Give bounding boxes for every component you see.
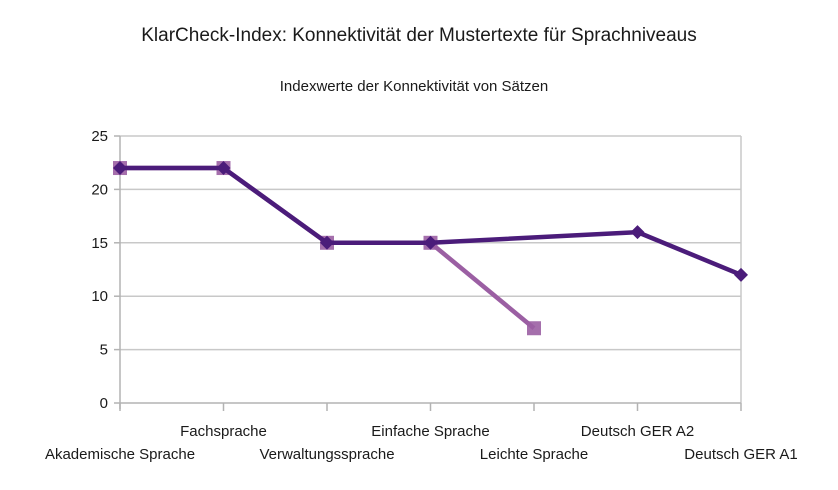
x-tick-label: Deutsch GER A1 — [684, 446, 797, 463]
chart-title: KlarCheck-Index: Konnektivität der Muste… — [141, 25, 697, 46]
axes — [114, 135, 742, 411]
data-point-square — [527, 321, 541, 336]
y-tick-label: 5 — [100, 342, 108, 359]
x-tick-label: Fachsprache — [180, 423, 267, 440]
data-point-diamond — [216, 161, 231, 176]
x-tick-label: Leichte Sprache — [480, 446, 588, 463]
chart-subtitle: Indexwerte der Konnektivität von Sätzen — [280, 78, 549, 95]
series — [113, 161, 748, 336]
x-tick-label: Akademische Sprache — [45, 446, 195, 463]
data-point-diamond — [734, 267, 748, 282]
series-1 — [113, 161, 748, 282]
x-tick-label: Verwaltungssprache — [259, 446, 394, 463]
y-tick-label: 15 — [91, 235, 108, 252]
data-point-diamond — [423, 235, 438, 250]
x-axis-ticks: Akademische Sprache Fachsprache Verwaltung… — [45, 423, 798, 463]
gridlines — [120, 135, 742, 403]
series-line — [120, 165, 742, 277]
y-tick-label: 25 — [91, 128, 108, 145]
y-tick-label: 10 — [91, 288, 108, 305]
y-tick-label: 0 — [100, 395, 108, 412]
x-tick-label: Einfache Sprache — [371, 423, 489, 440]
y-axis-ticks: 0 5 10 15 20 25 — [91, 128, 108, 412]
data-point-diamond — [630, 225, 645, 240]
data-point-diamond — [320, 235, 334, 250]
x-tick-label: Deutsch GER A2 — [581, 423, 694, 440]
y-tick-label: 20 — [91, 181, 108, 198]
data-point-diamond — [113, 161, 127, 176]
